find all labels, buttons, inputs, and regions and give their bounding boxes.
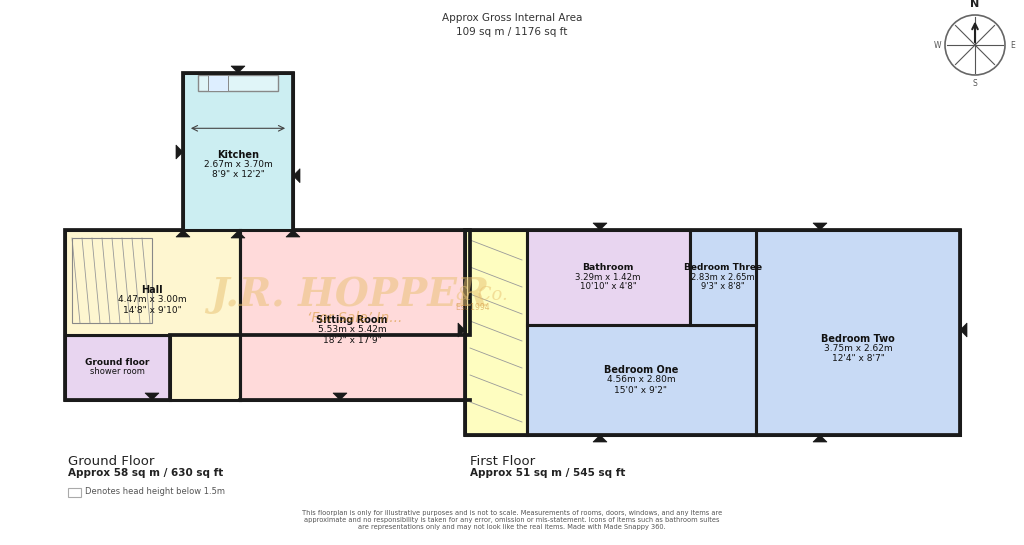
Text: Ground floor: Ground floor	[85, 358, 150, 367]
Polygon shape	[293, 169, 300, 183]
Text: First Floor: First Floor	[470, 455, 536, 468]
Text: Bedroom One: Bedroom One	[604, 365, 678, 375]
Text: Kitchen: Kitchen	[217, 149, 259, 160]
Polygon shape	[231, 66, 245, 73]
Bar	[527, 230, 690, 325]
Bar	[756, 230, 961, 435]
Text: 10'10" x 4'8": 10'10" x 4'8"	[580, 282, 637, 291]
Polygon shape	[231, 231, 245, 238]
Polygon shape	[176, 145, 183, 159]
Text: Approx 58 sq m / 630 sq ft: Approx 58 sq m / 630 sq ft	[68, 468, 223, 478]
Bar	[65, 335, 170, 400]
Bar	[240, 230, 465, 400]
Text: 2.83m x 2.65m: 2.83m x 2.65m	[691, 272, 755, 282]
Text: Bedroom Three: Bedroom Three	[684, 263, 762, 272]
Text: Denotes head height below 1.5m: Denotes head height below 1.5m	[85, 487, 225, 496]
Bar	[527, 325, 756, 435]
Text: W: W	[933, 40, 941, 50]
Polygon shape	[458, 323, 465, 337]
Text: 109 sq m / 1176 sq ft: 109 sq m / 1176 sq ft	[457, 27, 567, 37]
Bar	[690, 230, 756, 325]
Text: Hall: Hall	[141, 285, 163, 295]
Text: J.R. HOPPER: J.R. HOPPER	[211, 276, 489, 314]
Text: ‘For Sale’ In...: ‘For Sale’ In...	[307, 311, 402, 325]
Bar	[465, 230, 961, 435]
Text: Bedroom Two: Bedroom Two	[821, 334, 895, 344]
Polygon shape	[593, 223, 607, 230]
Text: shower room: shower room	[89, 367, 144, 376]
Polygon shape	[65, 230, 240, 400]
Text: 3.29m x 1.42m: 3.29m x 1.42m	[575, 272, 641, 282]
Text: 4.47m x 3.00m: 4.47m x 3.00m	[118, 295, 186, 305]
Text: 9'3" x 8'8": 9'3" x 8'8"	[701, 282, 744, 291]
Text: 8'9" x 12'2": 8'9" x 12'2"	[212, 170, 264, 179]
Polygon shape	[145, 393, 159, 400]
Bar	[72, 238, 152, 323]
Text: 15'0" x 9'2": 15'0" x 9'2"	[614, 385, 668, 395]
Text: Bathroom: Bathroom	[583, 263, 634, 272]
Polygon shape	[813, 435, 827, 442]
Text: 2.67m x 3.70m: 2.67m x 3.70m	[204, 160, 272, 169]
Text: Sitting Room: Sitting Room	[316, 315, 388, 325]
Bar	[68, 488, 81, 497]
Text: 12'4" x 8'7": 12'4" x 8'7"	[831, 354, 885, 364]
Bar	[465, 230, 527, 435]
Text: Approx 51 sq m / 545 sq ft: Approx 51 sq m / 545 sq ft	[470, 468, 626, 478]
Polygon shape	[593, 435, 607, 442]
Text: 18'2" x 17'9": 18'2" x 17'9"	[323, 336, 381, 344]
Text: Ground Floor: Ground Floor	[68, 455, 155, 468]
Bar	[465, 230, 961, 435]
Text: 5.53m x 5.42m: 5.53m x 5.42m	[317, 325, 386, 335]
Bar	[183, 73, 293, 231]
Text: E: E	[1011, 40, 1016, 50]
Bar	[198, 75, 278, 91]
Text: & Co.: & Co.	[456, 286, 508, 304]
Text: This floorplan is only for illustrative purposes and is not to scale. Measuremen: This floorplan is only for illustrative …	[302, 510, 722, 530]
Polygon shape	[65, 73, 470, 400]
Polygon shape	[333, 393, 347, 400]
Bar	[208, 75, 228, 91]
Text: Approx Gross Internal Area: Approx Gross Internal Area	[441, 13, 583, 23]
Text: Est 1994: Est 1994	[456, 304, 489, 312]
Text: 3.75m x 2.62m: 3.75m x 2.62m	[823, 344, 892, 353]
Polygon shape	[176, 230, 190, 237]
Text: 4.56m x 2.80m: 4.56m x 2.80m	[606, 376, 675, 385]
Text: S: S	[973, 78, 977, 88]
Polygon shape	[813, 223, 827, 230]
Text: 14'8" x 9'10": 14'8" x 9'10"	[123, 306, 181, 314]
Polygon shape	[961, 323, 967, 337]
Polygon shape	[286, 230, 300, 237]
Text: N: N	[971, 0, 980, 9]
